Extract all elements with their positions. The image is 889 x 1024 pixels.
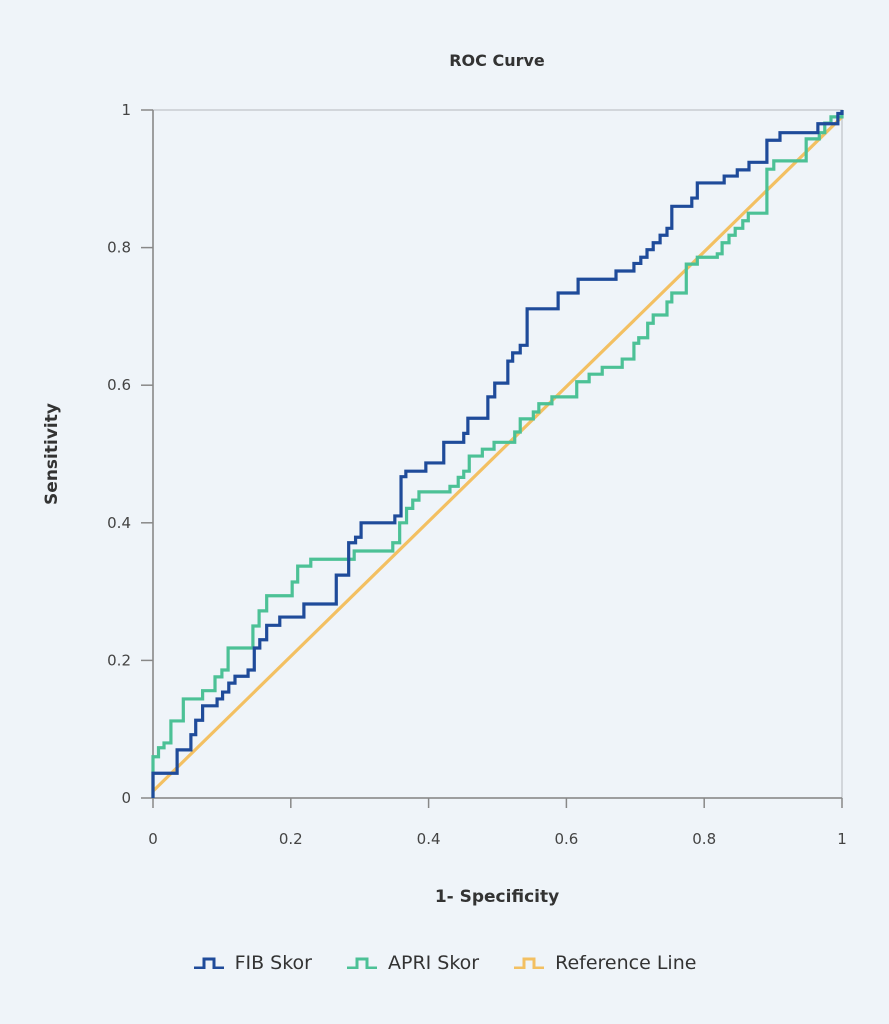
legend-step-icon [514, 957, 545, 969]
x-tick-label: 0.4 [417, 830, 441, 848]
series-line-reference-line [151, 115, 844, 793]
roc-chart: ROC Curve Sensitivity 1- Specificity 0 0.… [42, 51, 847, 907]
series-line-fib-skor [151, 110, 844, 798]
series-line-apri-skor [151, 110, 844, 798]
x-tick-label: 0 [148, 830, 158, 848]
x-tick-label: 0.8 [692, 830, 716, 848]
y-tick-label: 0.8 [107, 239, 131, 257]
legend-item-fib: FIB Skor [193, 952, 312, 974]
x-axis-label: 1- Specificity [435, 887, 559, 907]
legend-label: FIB Skor [234, 952, 312, 974]
chart-title: ROC Curve [449, 51, 545, 70]
y-tick-label: 0.4 [107, 514, 131, 532]
legend-label: APRI Skor [388, 952, 480, 974]
legend-step-icon [193, 957, 224, 969]
y-tick-label: 0.6 [107, 376, 131, 394]
legend-label: Reference Line [555, 952, 697, 974]
x-tick-label: 0.2 [279, 830, 303, 848]
y-tick-label: 1 [121, 101, 131, 119]
y-axis-label: Sensitivity [42, 403, 62, 505]
legend-item-reference: Reference Line [513, 952, 696, 974]
legend: FIB Skor APRI Skor Reference Line [0, 952, 889, 974]
legend-item-apri: APRI Skor [346, 952, 479, 974]
x-tick-label: 0.6 [554, 830, 578, 848]
y-tick-label: 0 [121, 789, 131, 807]
y-tick-label: 0.2 [107, 651, 131, 669]
x-tick-label: 1 [837, 830, 847, 848]
legend-step-icon [347, 957, 377, 969]
